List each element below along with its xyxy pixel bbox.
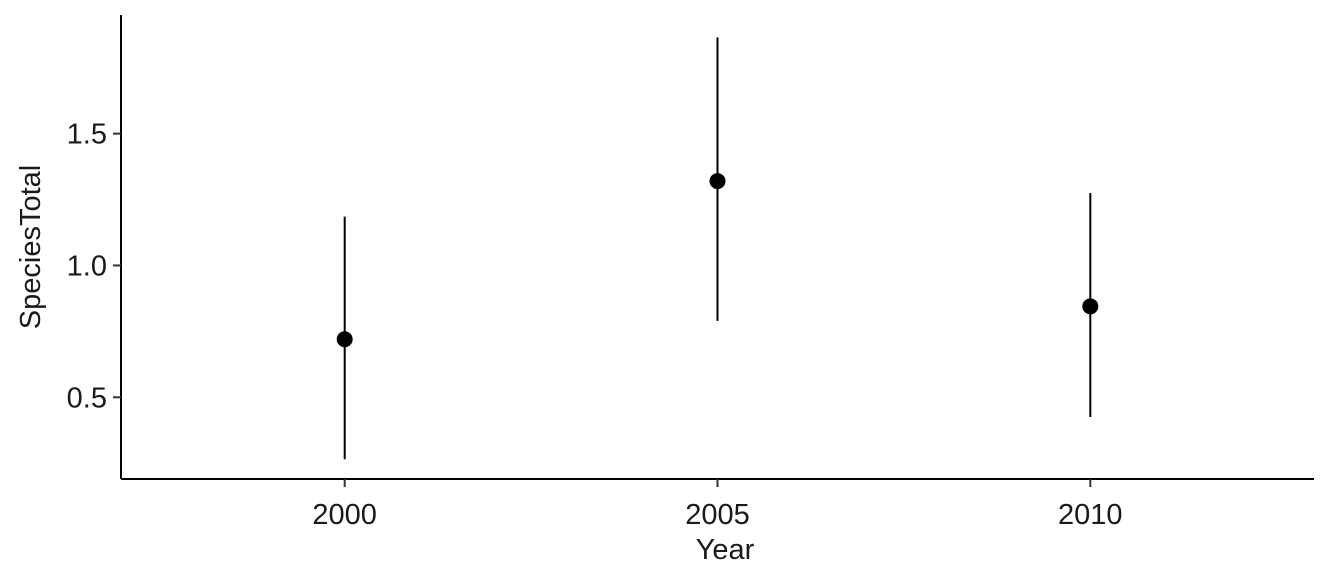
y-axis-ticks: 0.5 1.0 1.5 xyxy=(67,119,121,414)
x-tick-label: 2005 xyxy=(685,499,750,531)
data-marks xyxy=(336,37,1099,460)
y-tick-label: 0.5 xyxy=(67,382,107,414)
x-tick-label: 2000 xyxy=(312,499,377,531)
y-tick-label: 1.5 xyxy=(67,119,107,151)
y-tick-label: 1.0 xyxy=(67,250,107,282)
x-tick-label: 2010 xyxy=(1058,499,1123,531)
x-axis-title: Year xyxy=(696,534,755,566)
plot-area: 0.5 1.0 1.5 2000 2005 2010 xyxy=(67,15,1314,531)
y-axis-title: SpeciesTotal xyxy=(15,165,47,329)
x-axis-ticks: 2000 2005 2010 xyxy=(312,479,1123,531)
data-point xyxy=(336,331,353,348)
data-point xyxy=(709,173,726,190)
data-point xyxy=(1082,298,1099,315)
